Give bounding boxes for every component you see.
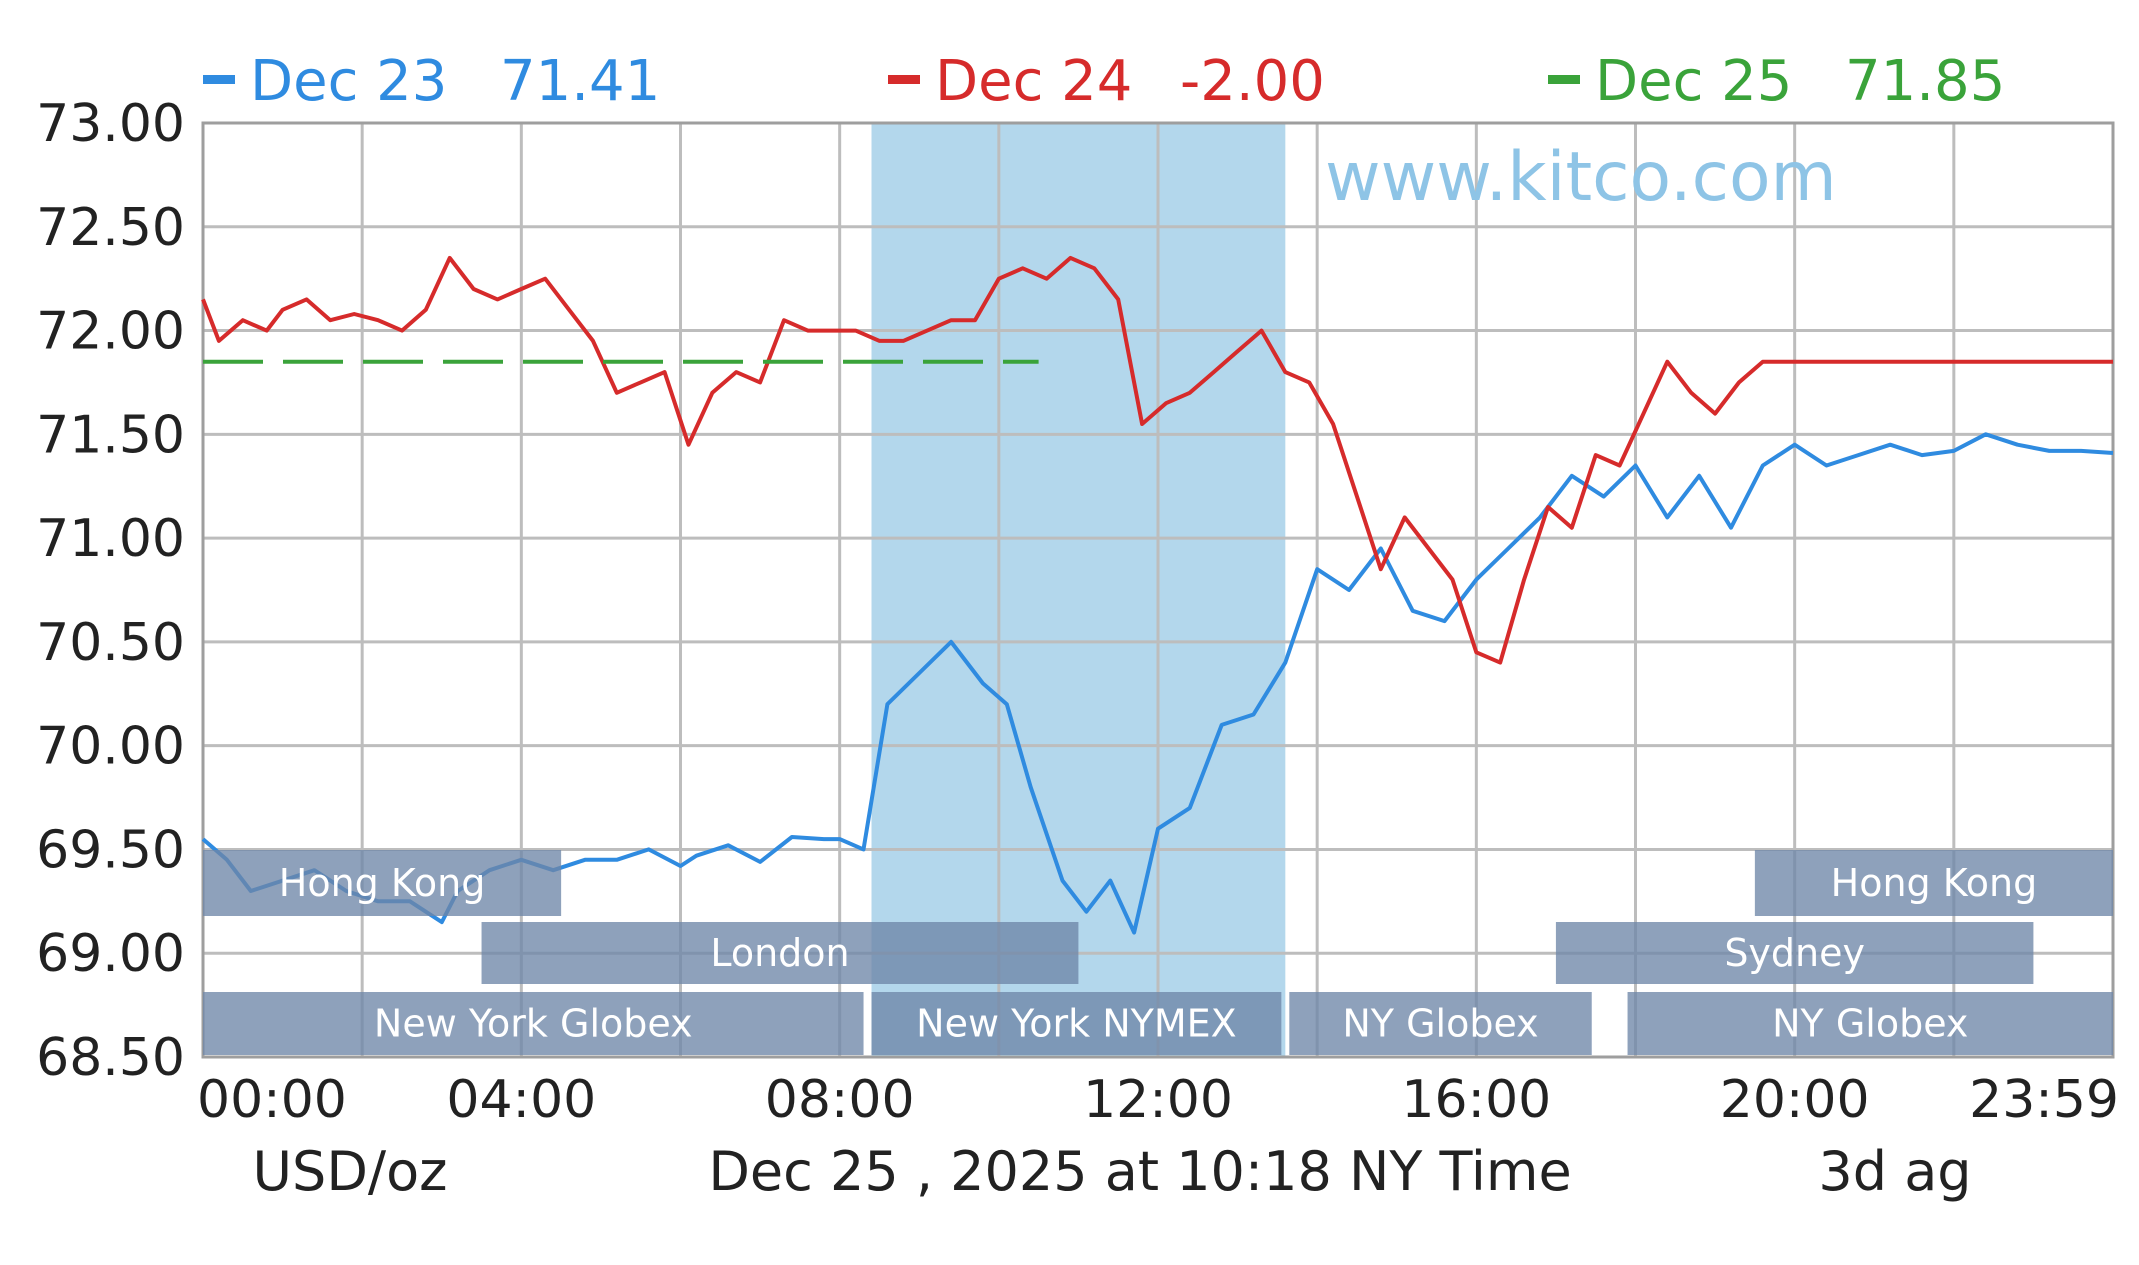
legend-label-dec-24: Dec 24 [935, 49, 1132, 114]
session-new-york-nymex: New York NYMEX [871, 992, 1282, 1055]
timestamp-label: Dec 25 , 2025 at 10:18 NY Time [708, 1140, 1571, 1203]
session-label: London [710, 931, 849, 975]
session-hong-kong: Hong Kong [1754, 850, 2113, 916]
legend: Dec 23 71.41 Dec 24 -2.00 Dec 25 71.85 [203, 49, 2005, 114]
session-label: Hong Kong [1831, 861, 2038, 905]
x-tick-label: 00:00 [197, 1070, 347, 1130]
y-tick-label: 71.00 [36, 509, 185, 569]
y-tick-label: 71.50 [36, 405, 185, 465]
session-bar [1627, 992, 2113, 1055]
session-bar [1555, 922, 2034, 984]
legend-label-dec-25: Dec 25 [1595, 49, 1792, 114]
session-label: Hong Kong [279, 861, 486, 905]
y-tick-label: 72.50 [36, 198, 185, 258]
session-ny-globex: NY Globex [1627, 992, 2113, 1055]
plot-frame [201, 121, 2115, 1059]
chart-axes: 73.00 72.50 72.00 71.50 71.00 70.50 70.00 69.50… [36, 94, 2119, 1130]
session-hong-kong: Hong Kong [203, 850, 562, 916]
x-tick-label: 16:00 [1401, 1070, 1551, 1130]
y-tick-label: 70.00 [36, 717, 185, 777]
session-london: London [481, 922, 1079, 984]
y-tick-label: 69.50 [36, 820, 185, 880]
session-bar [871, 992, 1282, 1055]
legend-swatch-dec-24 [888, 75, 920, 84]
footer: USD/oz Dec 25 , 2025 at 10:18 NY Time 3d… [253, 1140, 1972, 1203]
chart-grid [201, 121, 2115, 1059]
legend-value-dec-23: 71.41 [500, 49, 660, 114]
session-sydney: Sydney [1555, 922, 2034, 984]
legend-value-dec-25: 71.85 [1845, 49, 2005, 114]
session-ny-globex: NY Globex [1289, 992, 1592, 1055]
y-tick-label: 72.00 [36, 302, 185, 362]
legend-item-dec-25: Dec 25 71.85 [1548, 49, 2005, 114]
x-tick-label: 23:59 [1969, 1070, 2119, 1130]
session-label: NY Globex [1772, 1002, 1968, 1046]
legend-item-dec-23: Dec 23 71.41 [203, 49, 660, 114]
session-bar [1289, 992, 1592, 1055]
range-label: 3d ag [1818, 1140, 1971, 1203]
series-line-dec-24 [201, 255, 2113, 665]
y-tick-label: 69.00 [36, 924, 185, 984]
x-tick-label: 20:00 [1720, 1070, 1870, 1130]
unit-label: USD/oz [253, 1140, 448, 1203]
session-label: Sydney [1724, 931, 1865, 975]
session-label: NY Globex [1342, 1002, 1538, 1046]
legend-label-dec-23: Dec 23 [250, 49, 447, 114]
x-tick-label: 04:00 [446, 1070, 596, 1130]
market-sessions: Hong Kong London New York Globex New York N… [203, 850, 2113, 1055]
session-label: New York Globex [374, 1002, 693, 1046]
legend-swatch-dec-23 [203, 75, 235, 84]
session-new-york-globex: New York Globex [203, 992, 864, 1055]
session-bar [203, 992, 864, 1055]
x-tick-label: 08:00 [765, 1070, 915, 1130]
legend-swatch-dec-25 [1548, 75, 1580, 84]
y-tick-label: 73.00 [36, 94, 185, 154]
session-bar [481, 922, 1079, 984]
y-tick-label: 70.50 [36, 613, 185, 673]
session-bar [203, 850, 562, 916]
watermark: www.kitco.com [1325, 138, 1837, 217]
y-tick-label: 68.50 [36, 1028, 185, 1088]
legend-value-dec-24: -2.00 [1180, 49, 1325, 114]
x-tick-label: 12:00 [1083, 1070, 1233, 1130]
session-bar [1754, 850, 2113, 916]
session-label: New York NYMEX [916, 1002, 1237, 1046]
legend-item-dec-24: Dec 24 -2.00 [888, 49, 1325, 114]
